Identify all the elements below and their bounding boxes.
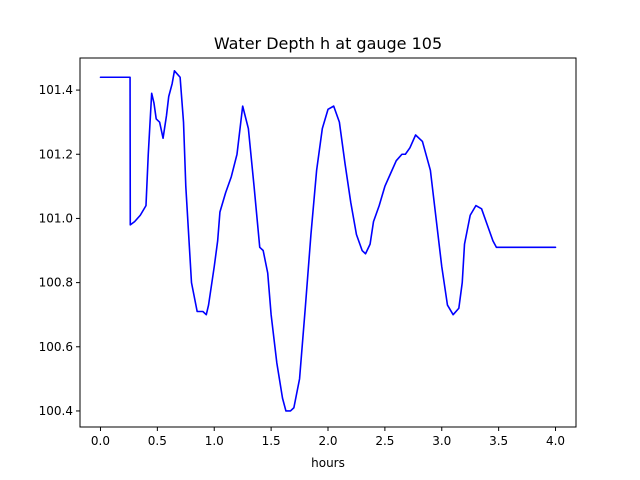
- y-tick-label: 100.8: [39, 276, 73, 290]
- y-tick-label: 100.6: [39, 340, 73, 354]
- y-tick-label: 101.0: [39, 211, 73, 225]
- x-axis-label: hours: [311, 456, 345, 470]
- x-tick-label: 0.0: [91, 434, 110, 448]
- x-tick-label: 3.0: [432, 434, 451, 448]
- series-line-0: [99, 70, 557, 412]
- x-tick-label: 4.0: [546, 434, 565, 448]
- axes-frame: [79, 57, 577, 428]
- x-tick-label: 0.5: [148, 434, 167, 448]
- x-tick-label: 1.0: [205, 434, 224, 448]
- x-tick-label: 2.0: [318, 434, 337, 448]
- x-tick-label: 2.5: [375, 434, 394, 448]
- x-tick-label: 3.5: [489, 434, 508, 448]
- chart-title: Water Depth h at gauge 105: [214, 34, 442, 53]
- plot-area: 0.0 0.5 1.0 1.5 2.0 2.5 3.0 3.5 4.0 100.4 100.6 100…: [39, 57, 577, 448]
- x-tick-label: 1.5: [262, 434, 281, 448]
- y-tick-label: 101.4: [39, 83, 73, 97]
- y-tick-label: 101.2: [39, 147, 73, 161]
- y-tick-label: 100.4: [39, 404, 73, 418]
